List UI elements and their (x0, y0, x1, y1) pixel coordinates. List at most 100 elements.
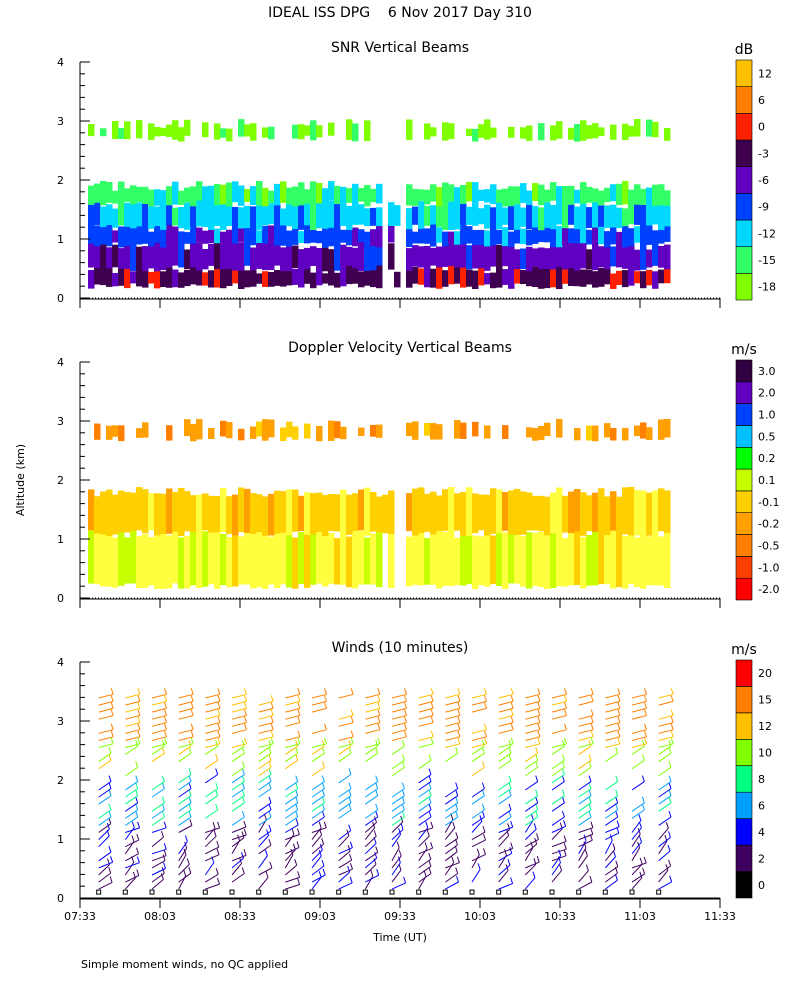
data-cell (406, 184, 413, 206)
wind-barb-flag (375, 775, 379, 782)
colorbar-label: 12 (758, 720, 772, 733)
data-cell (112, 230, 119, 243)
wind-barb-flag (563, 849, 567, 856)
wind-barb-flag (563, 843, 567, 850)
wind-barb-flag (350, 730, 354, 737)
wind-barb-flag (163, 849, 167, 856)
data-cell (526, 246, 533, 272)
wind-barb (338, 859, 352, 869)
data-cell (502, 532, 509, 589)
wind-barb (631, 841, 642, 855)
wind-barb (391, 882, 406, 890)
data-cell (556, 186, 563, 203)
wind-barb (471, 752, 485, 763)
data-cell (538, 227, 545, 243)
colorbar-label: -6 (758, 174, 769, 187)
wind-barb-flag (268, 761, 272, 768)
wind-barb (125, 736, 141, 741)
data-cell (640, 271, 647, 289)
wind-barb-flag (215, 740, 219, 747)
data-cell (550, 268, 557, 288)
data-cell (268, 493, 275, 536)
wind-barb-flag (294, 859, 298, 866)
wind-barb-flag (590, 716, 594, 723)
wind-barb (178, 788, 192, 798)
wind-barb-flag (243, 849, 247, 856)
wind-barb-flag (476, 848, 480, 855)
wind-barb (578, 847, 587, 862)
wind-barb (285, 736, 301, 741)
data-cell (556, 419, 563, 438)
data-cell (268, 203, 275, 225)
wind-barb-flag (135, 740, 139, 747)
data-cell (490, 488, 497, 534)
data-cell (514, 530, 521, 584)
data-cell (502, 207, 509, 225)
wind-barb (178, 736, 194, 741)
wind-barb-flag (558, 849, 562, 856)
data-cell (256, 531, 263, 588)
data-cell (184, 535, 191, 589)
wind-barb-flag (161, 830, 164, 838)
data-cell (586, 186, 593, 203)
data-cell (502, 241, 509, 267)
wind-barb (525, 700, 541, 706)
wind-barb (178, 816, 192, 826)
wind-barb-flag (161, 782, 165, 789)
data-cell (538, 426, 545, 440)
data-cell (580, 222, 587, 244)
wind-barb (258, 867, 273, 876)
wind-barb-flag (484, 695, 487, 702)
wind-barb-flag (665, 822, 669, 829)
wind-barb-flag (457, 737, 461, 744)
wind-barb-flag (161, 867, 165, 874)
wind-barb (178, 802, 192, 812)
wind-barb-flag (217, 709, 221, 716)
wind-barb (418, 835, 430, 848)
wind-barb-flag (135, 782, 139, 789)
wind-barb (365, 700, 381, 706)
data-cell (448, 201, 455, 230)
wind-barb-flag (350, 688, 354, 695)
wind-barb (125, 707, 141, 713)
data-cell (568, 265, 575, 286)
data-cell (256, 203, 263, 230)
wind-barb (445, 693, 461, 699)
data-cell (208, 495, 215, 533)
data-cell (592, 243, 599, 271)
colorbar-unit: dB (735, 42, 754, 58)
data-cell (484, 230, 491, 247)
data-cell (394, 205, 401, 226)
data-cell (502, 227, 509, 247)
wind-barb (231, 743, 247, 748)
data-cell (370, 243, 377, 271)
data-cell (214, 123, 221, 140)
wind-barb (605, 752, 618, 763)
wind-barb-flag (535, 747, 539, 754)
data-layer (88, 222, 671, 248)
wind-barb (285, 700, 301, 706)
wind-barb (151, 848, 167, 855)
data-cell (220, 420, 227, 437)
wind-barb (125, 802, 138, 812)
wind-barb (151, 802, 165, 812)
data-cell (322, 188, 329, 204)
data-cell (304, 492, 311, 535)
data-cell (634, 226, 641, 243)
wind-barb (311, 855, 322, 869)
data-cell (646, 223, 653, 245)
wind-barb (525, 861, 540, 869)
colorbar-label: -0.2 (758, 518, 779, 531)
data-cell (478, 243, 485, 269)
wind-barb-flag (164, 723, 167, 730)
wind-barb-flag (110, 730, 114, 737)
wind-barb (498, 864, 511, 876)
wind-barb (365, 851, 378, 862)
data-layer (94, 419, 671, 442)
data-cell (298, 495, 305, 531)
wind-barb-flag (537, 716, 541, 723)
wind-barb (285, 802, 298, 812)
data-cell (376, 240, 383, 266)
wind-barb-flag (376, 869, 380, 876)
data-cell (406, 536, 413, 587)
